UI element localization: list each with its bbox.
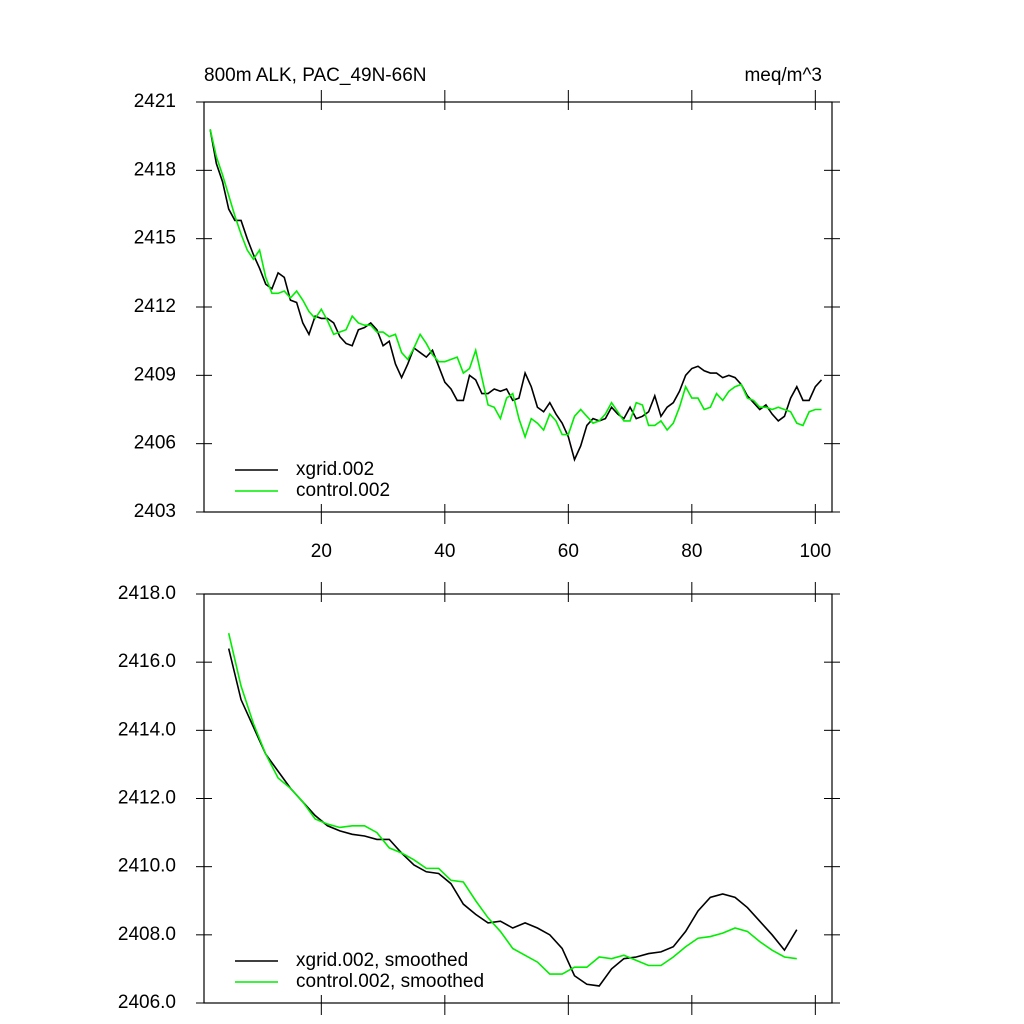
legend-label: xgrid.002 [296,459,374,480]
x-tick-label: 40 [434,541,455,562]
legend-label: xgrid.002, smoothed [296,950,468,971]
chart-title: 800m ALK, PAC_49N-66N [204,65,427,86]
y-tick-label: 2415 [134,228,176,249]
plot-frame [203,593,833,1004]
series-line [227,633,797,975]
y-tick-label: 2412.0 [118,788,176,809]
x-tick-label: 60 [558,541,579,562]
y-tick-label: 2412 [134,296,176,317]
y-tick-label: 2408.0 [118,924,176,945]
y-tick-label: 2418.0 [118,583,176,604]
y-tick-label: 2416.0 [118,651,176,672]
x-tick-label: 100 [799,541,831,562]
y-tick-label: 2410.0 [118,856,176,877]
x-tick-label: 20 [311,541,332,562]
y-tick-label: 2421 [134,91,176,112]
y-tick-label: 2403 [134,501,176,522]
y-tick-label: 2406 [134,433,176,454]
legend-label: control.002, smoothed [296,971,484,992]
x-tick-label: 80 [681,541,702,562]
y-tick-label: 2406.0 [118,992,176,1013]
units-label: meq/m^3 [744,65,822,86]
series-line [209,129,823,462]
y-tick-label: 2418 [134,159,176,180]
series-line [209,129,822,440]
legend-label: control.002 [296,480,390,501]
y-tick-label: 2414.0 [118,719,176,740]
y-tick-label: 2409 [134,364,176,385]
